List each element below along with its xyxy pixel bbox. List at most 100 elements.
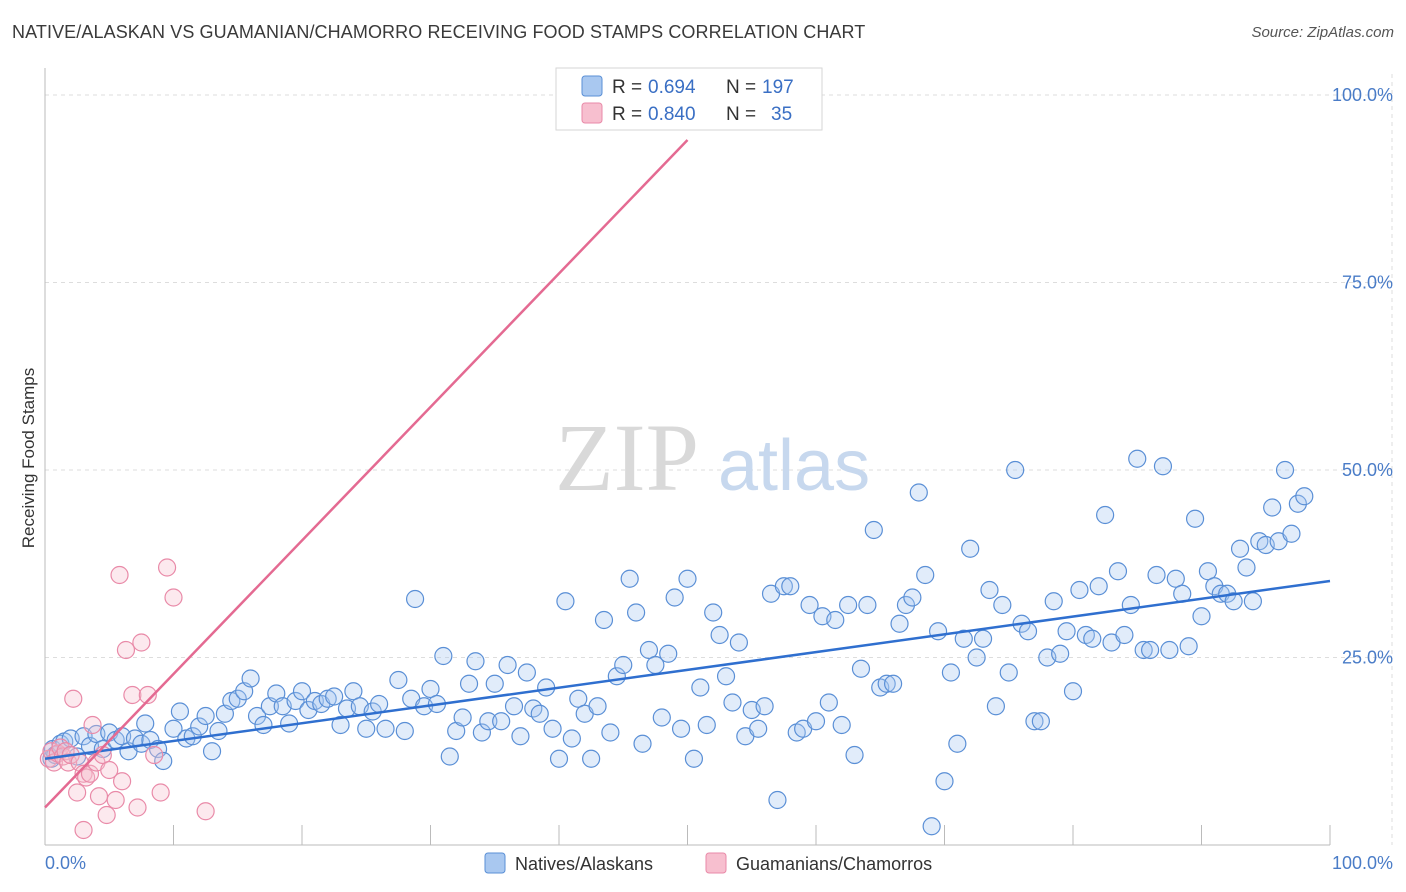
- natives-point: [504, 697, 524, 716]
- natives-trend-line: [44, 579, 1331, 760]
- natives-point: [826, 610, 845, 630]
- natives-point: [405, 589, 425, 609]
- guamanians-point: [64, 689, 83, 708]
- natives-point: [986, 697, 1006, 716]
- natives-point: [370, 694, 389, 714]
- natives-point: [806, 712, 826, 731]
- guamanians-point: [100, 760, 119, 780]
- natives-point: [864, 520, 883, 540]
- natives-point: [755, 697, 774, 716]
- natives-point: [498, 655, 517, 675]
- natives-point: [247, 706, 267, 726]
- natives-point: [453, 708, 472, 727]
- natives-point: [941, 663, 961, 682]
- natives-point: [948, 734, 967, 753]
- natives-point: [768, 790, 787, 810]
- natives-point: [209, 721, 228, 741]
- natives-point: [691, 678, 710, 697]
- axes: [44, 68, 1331, 846]
- natives-point: [1083, 629, 1102, 648]
- natives-point: [1096, 505, 1115, 525]
- legend-r-value-1: 0.694: [648, 77, 696, 98]
- natives-point: [1115, 625, 1134, 645]
- natives-point: [678, 569, 697, 588]
- x-tick-label-0: 0.0%: [45, 853, 86, 873]
- natives-point: [344, 682, 363, 701]
- natives-point: [1224, 592, 1243, 611]
- natives-point: [1057, 622, 1076, 641]
- natives-point: [639, 640, 659, 660]
- natives-point: [511, 727, 530, 746]
- natives-point: [1121, 595, 1140, 615]
- legend-top: R = 0.694 N = 197 R = 0.840 N = 35: [555, 67, 823, 131]
- guamanians-point: [83, 715, 102, 735]
- natives-point: [154, 751, 173, 771]
- y-tick-label-0: 25.0%: [1342, 648, 1393, 668]
- natives-point: [601, 723, 620, 742]
- natives-point: [569, 689, 588, 708]
- natives-point: [877, 674, 896, 693]
- natives-point: [241, 669, 260, 688]
- natives-point: [781, 577, 800, 596]
- y-tick-label-3: 100.0%: [1332, 85, 1393, 105]
- natives-point: [749, 719, 768, 738]
- guamanians-point: [89, 787, 109, 806]
- natives-point: [292, 682, 312, 701]
- legend-swatch-pink: [581, 102, 603, 124]
- guamanians-point: [110, 565, 129, 585]
- natives-point: [479, 712, 498, 731]
- guamanians-point: [157, 558, 177, 577]
- natives-point: [1044, 592, 1063, 611]
- natives-point: [1179, 637, 1198, 656]
- natives-point: [903, 588, 922, 607]
- natives-point: [916, 565, 935, 585]
- watermark: ZIP atlas: [555, 404, 870, 511]
- natives-point: [588, 697, 607, 716]
- natives-point: [980, 580, 999, 600]
- gridlines: [45, 74, 1393, 845]
- natives-point: [697, 715, 716, 735]
- natives-point: [652, 708, 671, 727]
- natives-point: [1166, 569, 1185, 588]
- watermark-zip: ZIP: [555, 404, 699, 511]
- natives-point: [665, 588, 684, 607]
- guamanians-trend-line: [44, 139, 689, 809]
- natives-point: [1140, 640, 1160, 660]
- natives-point: [1108, 562, 1128, 581]
- natives-point: [774, 577, 793, 596]
- natives-point: [492, 712, 511, 731]
- guamanians-point: [151, 783, 170, 802]
- natives-point: [562, 729, 581, 748]
- natives-point: [1198, 562, 1218, 581]
- natives-point: [196, 706, 215, 726]
- natives-point: [376, 719, 395, 738]
- legend-r-value-2: 0.840: [648, 104, 696, 125]
- guamanians-point: [97, 805, 116, 825]
- natives-point: [190, 717, 209, 736]
- natives-point: [254, 715, 273, 735]
- legend-n-label-1: N =: [726, 77, 756, 98]
- natives-point: [286, 691, 305, 711]
- natives-point: [1031, 712, 1050, 731]
- guamanians-point: [196, 802, 215, 821]
- natives-point: [549, 749, 569, 768]
- natives-point: [999, 663, 1018, 682]
- y-axis-label: Receiving Food Stamps: [19, 368, 38, 548]
- natives-point: [228, 689, 247, 708]
- watermark-atlas: atlas: [718, 426, 870, 506]
- natives-point: [1185, 509, 1205, 528]
- natives-point: [1263, 498, 1282, 517]
- natives-point: [1063, 682, 1083, 701]
- natives-point: [472, 723, 491, 742]
- tick-labels: 25.0% 50.0% 75.0% 100.0% 0.0% 100.0%: [45, 85, 1393, 873]
- chart-source: Source: ZipAtlas.com: [1251, 24, 1394, 41]
- guamanians-point: [164, 588, 183, 607]
- natives-point: [331, 715, 350, 735]
- legend-r-label-2: R =: [612, 104, 642, 125]
- natives-point: [421, 679, 440, 699]
- natives-point: [1128, 449, 1147, 468]
- natives-point: [704, 603, 723, 622]
- natives-point: [170, 702, 190, 721]
- natives-point: [582, 749, 601, 768]
